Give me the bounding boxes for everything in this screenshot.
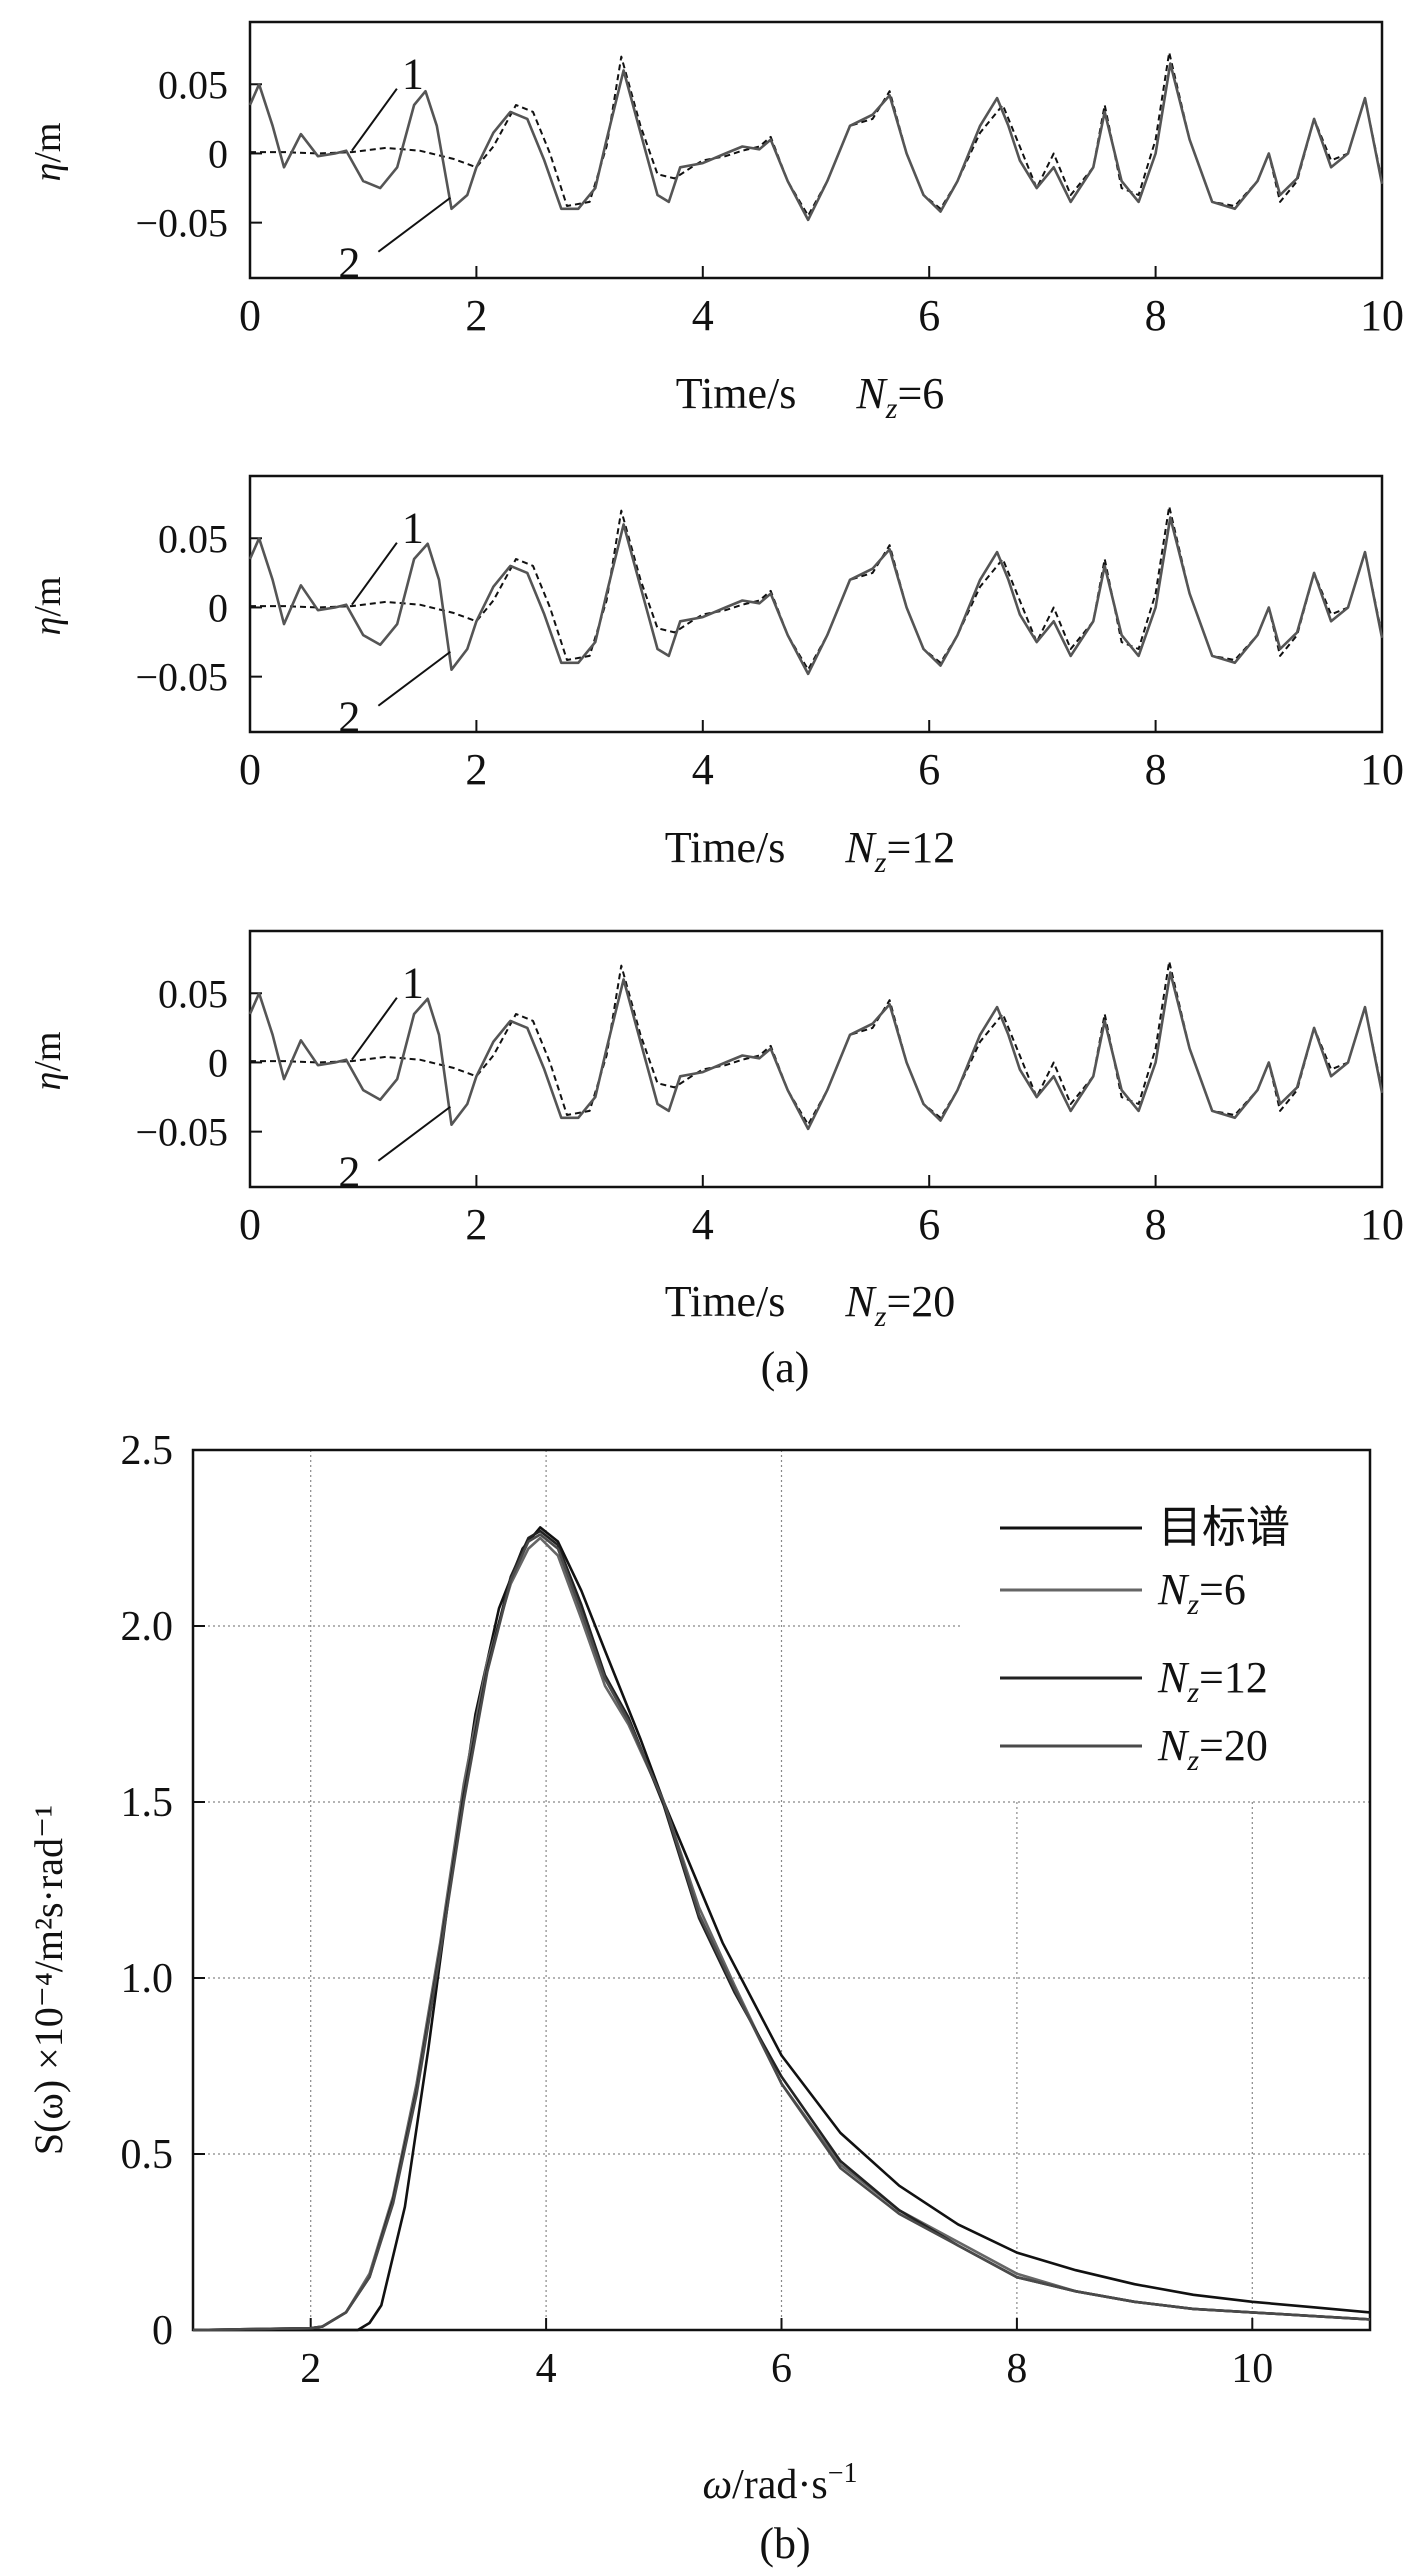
y-tick-label: 0 [208, 131, 228, 176]
legend-entry-target: 目标谱 [1000, 1503, 1290, 1552]
legend-label-nz20: Nz=20 [1157, 1721, 1268, 1777]
x-tick-label: 10 [1360, 745, 1404, 794]
series-2-line [248, 516, 1384, 676]
annotation-leader-1 [351, 542, 398, 606]
x-tick-label: 8 [1145, 1200, 1167, 1249]
legend-entry-nz20: Nz=20 [1000, 1721, 1268, 1777]
series-2-line [248, 62, 1384, 222]
x-tick-label: 8 [1145, 745, 1167, 794]
x-tick-label: 4 [692, 291, 714, 340]
plot-area: 2 4 6 8 10 0 0.5 1.0 1.5 2.0 2.5 [121, 1428, 1372, 2392]
annotation-label-1: 1 [402, 50, 424, 99]
x-tick-label: 2 [300, 2346, 321, 2392]
series-line-0 [193, 1526, 1371, 2332]
y-tick-label: −0.05 [135, 1110, 228, 1155]
legend: 目标谱 Nz=6 Nz=12 Nz=20 [1000, 1503, 1290, 1777]
annotation-leader-2 [377, 1105, 451, 1162]
y-tick-label: 0 [208, 1040, 228, 1085]
x-label: ω/rad·s−1 [702, 2458, 857, 2508]
annotation-leader-1 [351, 88, 398, 152]
legend-label-nz6: Nz=6 [1157, 1565, 1246, 1621]
annotation-label-2: 2 [338, 239, 360, 288]
y-label: S(ω) ×10⁻⁴/m²s·rad⁻¹ [26, 1805, 71, 2155]
y-tick-label: 0 [208, 585, 228, 630]
plot-frame [248, 474, 1384, 734]
x-tick-label: 6 [918, 291, 940, 340]
series-line-3 [192, 1533, 1371, 2332]
x-label: Time/s Nz=6 [676, 369, 945, 425]
x-tick-label: 10 [1360, 1200, 1404, 1249]
y-tick-label: 2.5 [121, 1428, 174, 1474]
y-label: η/m [27, 1032, 69, 1091]
legend-entry-nz12: Nz=12 [1000, 1653, 1268, 1709]
x-tick-label: 8 [1145, 291, 1167, 340]
annotation-label-2: 2 [338, 1148, 360, 1197]
spectrum-panel: S(ω) ×10⁻⁴/m²s·rad⁻¹ 2 4 6 8 10 0 0.5 1.0 1.5 2.0… [26, 1428, 1372, 2508]
y-tick-label: 0 [152, 2308, 173, 2354]
x-tick-label: 6 [918, 1200, 940, 1249]
x-tick-label: 10 [1231, 2346, 1273, 2392]
plot-frame [248, 20, 1384, 280]
x-tick-label: 4 [536, 2346, 557, 2392]
x-tick-label: 2 [465, 745, 487, 794]
x-label: Time/s Nz=12 [665, 823, 956, 879]
x-tick-label: 6 [771, 2346, 792, 2392]
caption-a: (a) [761, 1343, 810, 1392]
annotation-leader-1 [351, 997, 398, 1061]
x-label: Time/s Nz=20 [665, 1277, 956, 1333]
y-tick-label: 0.05 [158, 62, 228, 107]
y-label: η/m [27, 577, 69, 636]
x-tick-label: 4 [692, 745, 714, 794]
plot-frame [248, 929, 1384, 1189]
caption-b: (b) [759, 2519, 810, 2568]
y-tick-label: 2.0 [121, 1604, 174, 1650]
annotation-leader-2 [377, 650, 451, 707]
x-tick-label: 8 [1006, 2346, 1027, 2392]
annotation-label-1: 1 [402, 504, 424, 553]
x-tick-label: 2 [465, 1200, 487, 1249]
legend-label-nz12: Nz=12 [1157, 1653, 1268, 1709]
y-tick-label: −0.05 [135, 201, 228, 246]
legend-label-target: 目标谱 [1158, 1503, 1290, 1552]
x-tick-label: 0 [239, 1200, 261, 1249]
annotation-label-1: 1 [402, 959, 424, 1008]
y-tick-label: 0.05 [158, 516, 228, 561]
y-tick-label: 1.0 [121, 1956, 174, 2002]
x-tick-label: 6 [918, 745, 940, 794]
y-tick-label: 0.5 [121, 2132, 174, 2178]
y-tick-label: −0.05 [135, 655, 228, 700]
x-tick-label: 0 [239, 745, 261, 794]
y-tick-label: 0.05 [158, 971, 228, 1016]
x-tick-label: 4 [692, 1200, 714, 1249]
y-label: η/m [27, 123, 69, 182]
x-tick-label: 2 [465, 291, 487, 340]
annotation-label-2: 2 [338, 693, 360, 742]
x-tick-label: 10 [1360, 291, 1404, 340]
legend-entry-nz6: Nz=6 [1000, 1565, 1246, 1621]
x-tick-label: 0 [239, 291, 261, 340]
series-2-line [248, 971, 1384, 1131]
y-tick-label: 1.5 [121, 1780, 174, 1826]
annotation-leader-2 [377, 196, 451, 253]
